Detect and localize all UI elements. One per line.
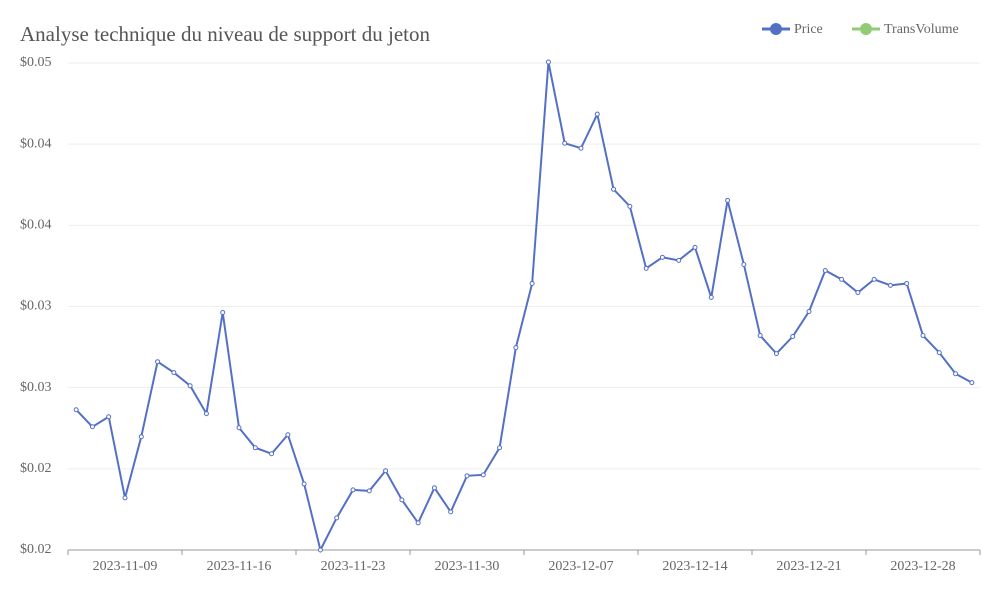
data-point bbox=[953, 371, 959, 377]
y-tick-label: $0.05 bbox=[20, 55, 52, 70]
data-point bbox=[806, 309, 812, 315]
data-point bbox=[415, 520, 421, 526]
data-point bbox=[317, 547, 323, 553]
y-tick-label: $0.03 bbox=[20, 299, 52, 314]
data-point bbox=[773, 351, 779, 357]
data-point bbox=[839, 276, 845, 282]
data-point bbox=[497, 445, 503, 451]
data-point bbox=[708, 294, 714, 300]
data-point bbox=[269, 451, 275, 457]
data-point bbox=[757, 333, 763, 339]
data-point bbox=[236, 425, 242, 431]
data-point bbox=[725, 197, 731, 203]
data-point bbox=[627, 203, 633, 209]
data-point bbox=[871, 276, 877, 282]
data-point bbox=[155, 359, 161, 365]
data-point bbox=[904, 280, 910, 286]
data-point bbox=[350, 487, 356, 493]
data-point bbox=[431, 485, 437, 491]
data-point bbox=[480, 472, 486, 478]
x-tick-label: 2023-11-09 bbox=[93, 559, 158, 574]
y-tick-label: $0.04 bbox=[20, 136, 52, 151]
x-tick-label: 2023-12-14 bbox=[662, 559, 727, 574]
data-point bbox=[562, 140, 568, 146]
legend-marker bbox=[860, 23, 872, 35]
data-point bbox=[334, 515, 340, 521]
data-point bbox=[383, 468, 389, 474]
legend-marker bbox=[770, 23, 782, 35]
x-tick-label: 2023-12-07 bbox=[548, 559, 613, 574]
data-point bbox=[594, 111, 600, 117]
price-line bbox=[75, 61, 973, 553]
data-point bbox=[529, 280, 535, 286]
data-point bbox=[187, 383, 193, 389]
data-point bbox=[692, 244, 698, 250]
data-point bbox=[920, 333, 926, 339]
data-point bbox=[611, 186, 617, 192]
chart-title: Analyse technique du niveau de support d… bbox=[20, 22, 430, 46]
data-point bbox=[513, 345, 519, 351]
data-point bbox=[89, 424, 95, 430]
data-point bbox=[252, 445, 258, 451]
data-point bbox=[366, 488, 372, 494]
data-point bbox=[578, 145, 584, 151]
data-point bbox=[138, 434, 144, 440]
data-point bbox=[106, 414, 112, 420]
data-point bbox=[545, 59, 551, 65]
data-point bbox=[464, 473, 470, 479]
y-tick-label: $0.02 bbox=[20, 542, 52, 557]
y-tick-label: $0.04 bbox=[20, 218, 52, 233]
x-tick-label: 2023-12-21 bbox=[776, 559, 841, 574]
x-tick-label: 2023-11-16 bbox=[207, 559, 272, 574]
x-tick-label: 2023-12-28 bbox=[890, 559, 955, 574]
data-point bbox=[676, 257, 682, 263]
data-point bbox=[301, 481, 307, 487]
legend-label: Price bbox=[794, 22, 823, 37]
data-point bbox=[887, 282, 893, 288]
x-tick-label: 2023-11-23 bbox=[321, 559, 386, 574]
data-point bbox=[790, 334, 796, 340]
data-point bbox=[203, 411, 209, 417]
data-point bbox=[285, 432, 291, 438]
data-point bbox=[822, 267, 828, 273]
data-point bbox=[659, 254, 665, 260]
data-point bbox=[171, 370, 177, 376]
data-point bbox=[855, 290, 861, 296]
y-tick-label: $0.02 bbox=[20, 461, 52, 476]
data-point bbox=[73, 407, 79, 413]
data-point bbox=[220, 310, 226, 316]
data-point bbox=[122, 495, 128, 501]
data-point bbox=[643, 265, 649, 271]
data-point bbox=[936, 350, 942, 356]
data-point bbox=[399, 497, 405, 503]
data-point bbox=[969, 380, 975, 386]
data-point bbox=[448, 509, 454, 515]
legend-label: TransVolume bbox=[884, 22, 959, 37]
x-tick-label: 2023-11-30 bbox=[435, 559, 500, 574]
data-point bbox=[741, 261, 747, 267]
y-tick-label: $0.03 bbox=[20, 380, 52, 395]
